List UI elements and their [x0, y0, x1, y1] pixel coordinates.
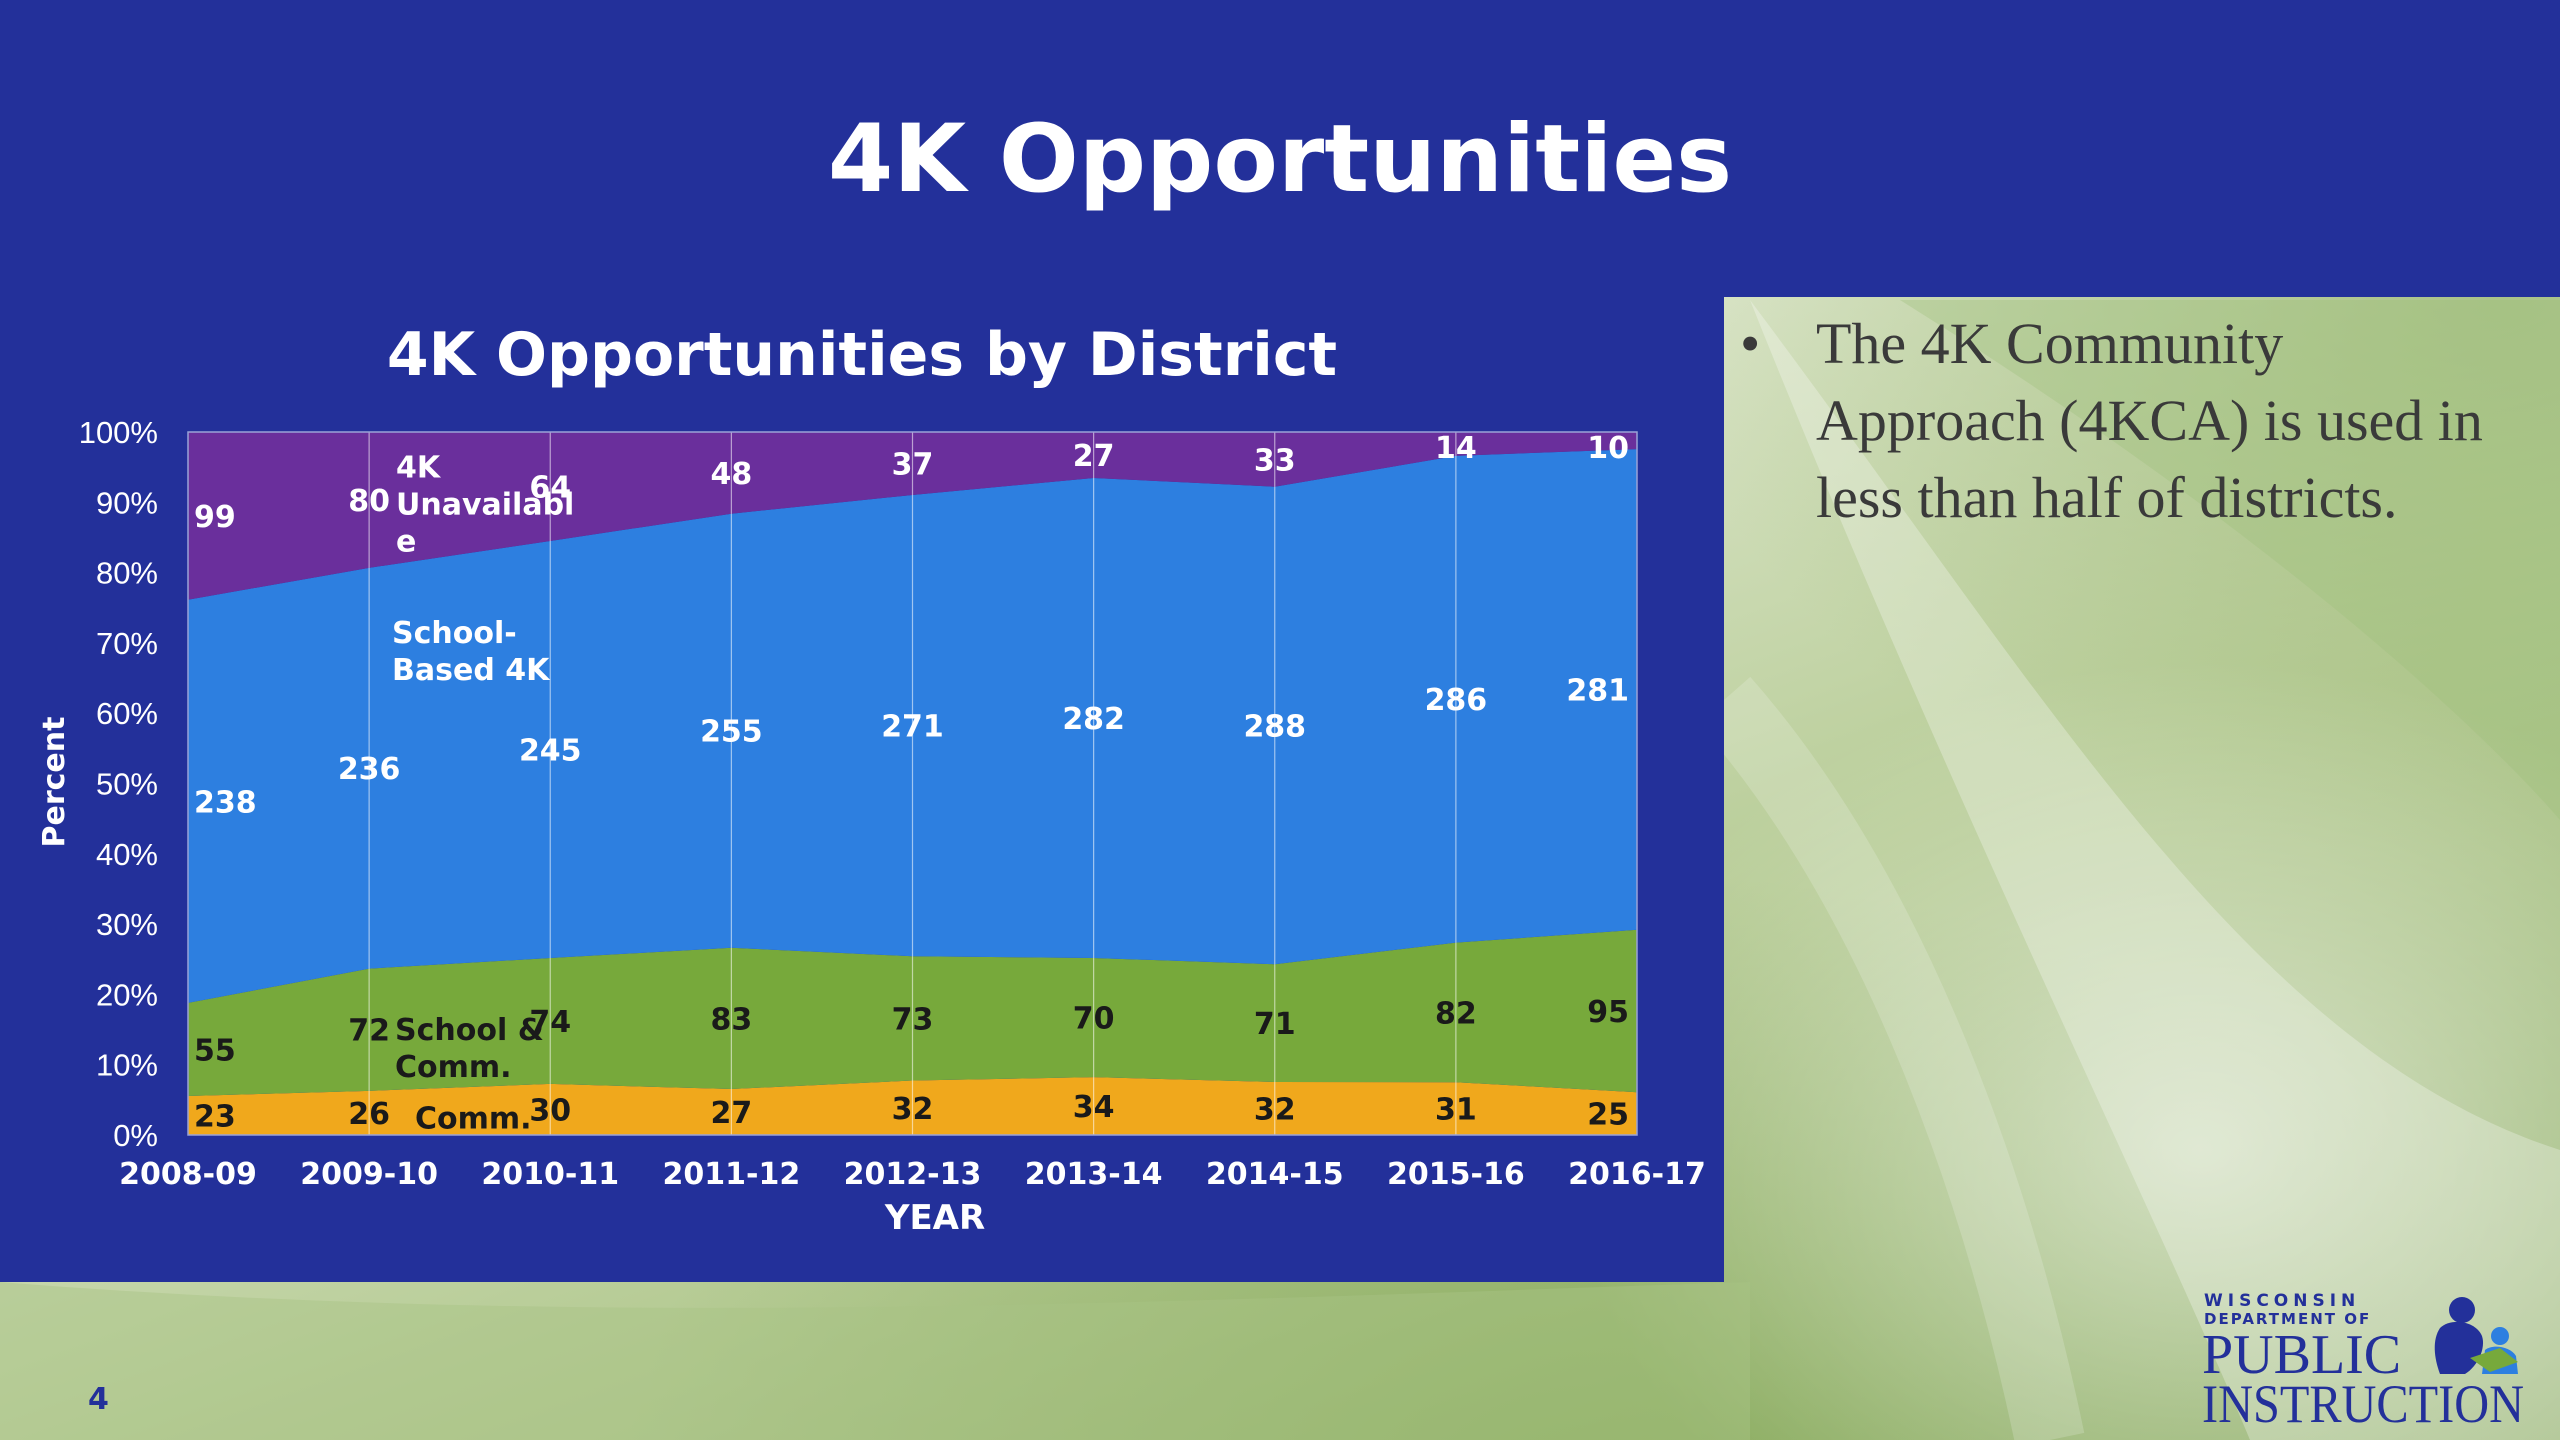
data-label: 27 [1073, 439, 1115, 474]
series-label-comm: Comm. [415, 1101, 532, 1136]
x-tick-label: 2013-14 [1025, 1157, 1163, 1192]
series-label-4k-unavailable: 4K Unavailabl e [396, 451, 574, 560]
data-label: 99 [194, 500, 236, 535]
series-label-line: School & [395, 1013, 544, 1048]
y-tick-label: 80% [96, 556, 158, 591]
chart-panel: 0% 10% 20% 30% 40% 50% 60% 70% 80% 90% 100% 2008-0… [0, 297, 1724, 1282]
data-label: 26 [348, 1097, 390, 1132]
data-label: 288 [1243, 709, 1306, 744]
data-label: 245 [519, 733, 582, 768]
data-label: 25 [1587, 1098, 1629, 1133]
series-label-line: Unavailabl [396, 488, 574, 523]
series-label-line: Comm. [395, 1050, 512, 1085]
series-label-school-based-4k: School-Based 4K [392, 616, 551, 688]
y-tick-label: 90% [96, 485, 158, 520]
page-number: 4 [88, 1382, 109, 1417]
data-label: 95 [1587, 995, 1629, 1030]
data-label: 33 [1254, 443, 1296, 478]
logo-line-instruction: INSTRUCTION [2202, 1374, 2524, 1428]
logo-line-department: DEPARTMENT OF [2204, 1310, 2371, 1328]
data-label: 72 [348, 1014, 390, 1049]
data-label: 286 [1425, 683, 1488, 718]
data-label: 37 [892, 447, 934, 482]
y-tick-label: 10% [96, 1048, 158, 1083]
data-label: 10 [1587, 431, 1629, 466]
y-tick-label: 20% [96, 977, 158, 1012]
data-label: 32 [892, 1092, 934, 1127]
x-tick-label: 2009-10 [300, 1157, 438, 1192]
x-tick-label: 2010-11 [481, 1157, 619, 1192]
data-label: 238 [194, 785, 257, 820]
data-label: 70 [1073, 1002, 1115, 1037]
data-label: 71 [1254, 1007, 1296, 1042]
y-tick-label: 40% [96, 837, 158, 872]
data-label: 74 [529, 1005, 571, 1040]
data-label: 48 [711, 457, 753, 492]
chart-title: 4K Opportunities by District [387, 320, 1337, 390]
x-axis-title: YEAR [884, 1198, 985, 1238]
y-axis-title: Percent [37, 717, 72, 848]
data-label: 23 [194, 1100, 236, 1135]
bullet-text: The 4K Community Approach (4KCA) is used… [1816, 311, 2483, 530]
series-label-line: School- [392, 616, 517, 651]
data-label: 281 [1566, 673, 1629, 708]
y-tick-label: 70% [96, 626, 158, 661]
x-tick-label: 2011-12 [663, 1157, 801, 1192]
y-tick-label: 30% [96, 907, 158, 942]
data-label: 73 [892, 1002, 934, 1037]
slide-header: 4K Opportunities [0, 0, 2560, 297]
data-label: 34 [1073, 1090, 1115, 1125]
x-tick-label: 2008-09 [119, 1157, 257, 1192]
plot-border [187, 431, 1638, 1136]
chart-gridlines [368, 432, 1457, 1135]
series-label-line: 4K [396, 451, 442, 486]
slide-title: 4K Opportunities [827, 105, 1733, 214]
data-label: 55 [194, 1033, 236, 1068]
parent-child-reading-icon [2434, 1297, 2518, 1374]
data-label: 64 [529, 470, 571, 505]
data-label: 82 [1435, 996, 1477, 1031]
data-label: 255 [700, 715, 763, 750]
series-label-line: Based 4K [392, 653, 551, 688]
y-tick-label: 100% [79, 415, 158, 450]
x-axis-ticks: 2008-09 2009-10 2010-11 2011-12 2012-13 2013-… [119, 1157, 1706, 1192]
data-label: 80 [348, 484, 390, 519]
data-label: 236 [338, 752, 401, 787]
x-tick-label: 2015-16 [1387, 1157, 1525, 1192]
y-axis-ticks: 0% 10% 20% 30% 40% 50% 60% 70% 80% 90% 100% [79, 415, 158, 1153]
plot-frame [187, 431, 1638, 1136]
series-label-school-comm: School & Comm. [395, 1013, 544, 1085]
x-tick-label: 2016-17 [1568, 1157, 1706, 1192]
series-label-line: e [396, 525, 416, 560]
stacked-area-chart: 0% 10% 20% 30% 40% 50% 60% 70% 80% 90% 100% 2008-0… [37, 320, 1706, 1238]
dpi-logo: WISCONSIN DEPARTMENT OF PUBLIC INSTRUCTI… [2202, 1291, 2524, 1428]
data-label: 30 [529, 1093, 571, 1128]
data-label: 27 [711, 1096, 753, 1131]
bullet-marker: • [1740, 311, 1761, 376]
data-label: 271 [881, 710, 944, 745]
data-label: 14 [1435, 431, 1477, 466]
data-label: 32 [1254, 1092, 1296, 1127]
series-label-line: Comm. [415, 1101, 532, 1136]
y-tick-label: 60% [96, 696, 158, 731]
y-tick-label: 0% [113, 1118, 158, 1153]
data-labels: 23 26 30 27 32 34 32 31 25 55 72 74 83 73 70 71 82 95 238 2… [194, 431, 1629, 1135]
data-label: 31 [1435, 1093, 1477, 1128]
x-tick-label: 2012-13 [844, 1157, 982, 1192]
logo-line-wisconsin: WISCONSIN [2204, 1291, 2360, 1311]
data-label: 282 [1062, 702, 1125, 737]
logo-line-public: PUBLIC [2202, 1324, 2401, 1386]
data-label: 83 [711, 1002, 753, 1037]
y-tick-label: 50% [96, 767, 158, 802]
x-tick-label: 2014-15 [1206, 1157, 1344, 1192]
